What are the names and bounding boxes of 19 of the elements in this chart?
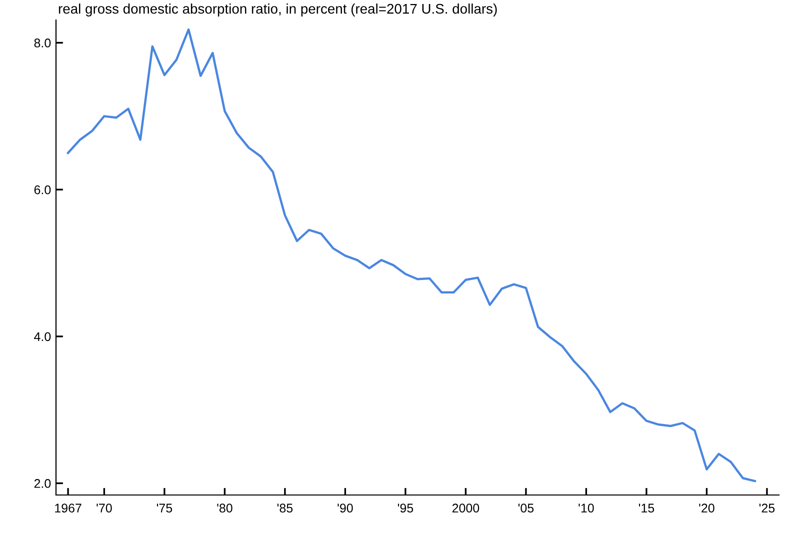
x-tick-label: '05 [518,504,534,513]
x-tick-label: '95 [398,504,414,513]
x-tick-label: '10 [578,504,594,513]
line-series [66,28,756,482]
y-tick-label: 6.0 [34,185,51,194]
y-tick-label: 8.0 [34,38,51,48]
y-tick-label: 4.0 [34,332,51,342]
x-tick-label: '25 [759,504,775,513]
x-tick-label: '75 [156,504,172,513]
x-tick-label: 2000 [452,504,480,513]
x-tick-label: '80 [217,504,232,513]
x-tick-label: '85 [277,504,293,513]
x-tick-label: '15 [638,504,654,513]
x-tick-label: '20 [699,504,714,513]
y-tick-label: 2.0 [34,479,51,488]
chart-title: real gross domestic absorption ratio, in percent (real=2017 U.S. dollars) [58,4,497,16]
x-tick-label: '90 [338,504,353,513]
x-tick-label: '70 [96,504,112,513]
x-tick-label: 1967 [55,504,82,513]
